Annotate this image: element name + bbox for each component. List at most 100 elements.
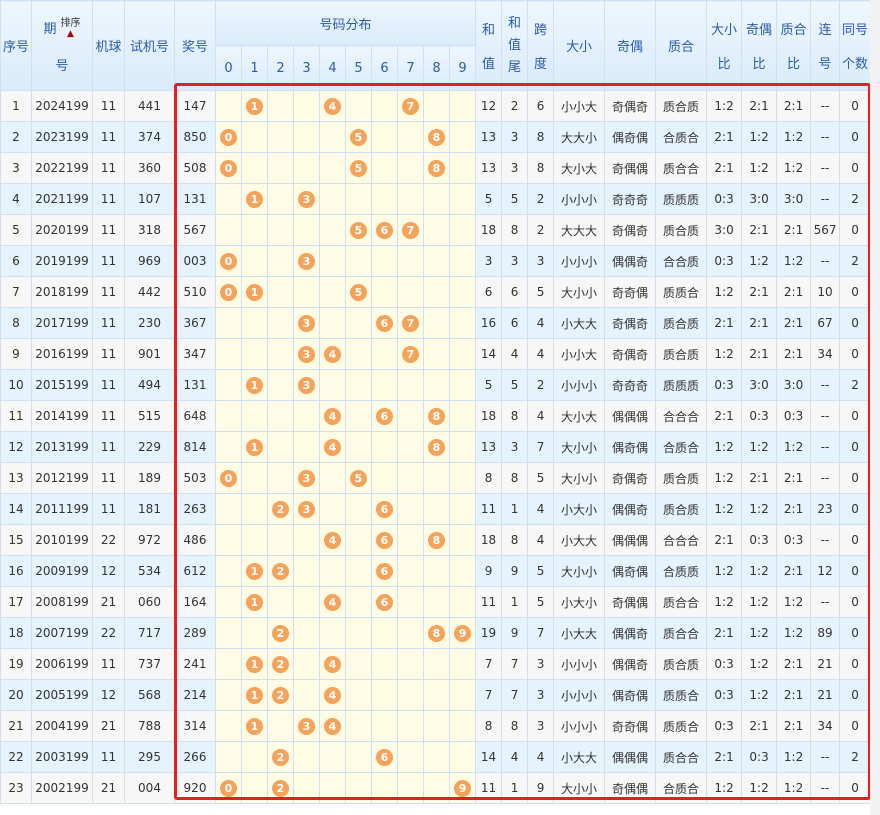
cell-odd-even-ratio: 2:1 — [741, 338, 778, 370]
header-winning-number: 奖号 — [174, 0, 216, 91]
header-digit-5: 5 — [345, 45, 372, 91]
distribution-cell — [293, 772, 320, 804]
cell-consecutive: 21 — [810, 679, 841, 711]
cell-span: 7 — [527, 617, 555, 649]
table-row: 3 2022199 11 360 508 0 5 8 13 3 8 大小大 奇偶偶 质合合 2:1 1:2 1:… — [0, 152, 872, 184]
number-ball: 6 — [376, 221, 393, 239]
distribution-cell — [371, 431, 398, 463]
distribution-cell — [371, 772, 398, 804]
number-ball: 2 — [272, 562, 289, 580]
distribution-cell — [319, 772, 346, 804]
sort-button[interactable]: 排序 ▲ — [61, 18, 81, 40]
cell-big-small-ratio: 1:2 — [706, 462, 743, 494]
distribution-cell — [241, 462, 268, 494]
distribution-cell — [319, 276, 346, 308]
table-row: 13 2012199 11 189 503 0 3 5 8 8 5 大小小 奇偶奇 质合质 1:2 2:1 2:… — [0, 462, 872, 494]
table-row: 8 2017199 11 230 367 3 6 7 16 6 4 小大大 奇偶奇 质合质 2:1 2:1 2:… — [0, 307, 872, 339]
cell-test-number: 901 — [124, 338, 175, 370]
cell-consecutive: -- — [810, 245, 841, 277]
distribution-cell — [423, 276, 450, 308]
cell-same-count: 0 — [839, 679, 872, 711]
distribution-cell — [293, 648, 320, 680]
header-digit-7: 7 — [397, 45, 424, 91]
number-ball: 6 — [376, 407, 393, 425]
cell-sum: 9 — [475, 555, 503, 587]
header-period-label-2: 号 — [55, 58, 69, 74]
number-ball: 6 — [376, 748, 393, 766]
cell-sum: 13 — [475, 431, 503, 463]
cell-prime-composite: 质合质 — [655, 307, 708, 339]
cell-sum: 8 — [475, 462, 503, 494]
cell-machine-ball: 11 — [92, 648, 125, 680]
cell-same-count: 0 — [839, 214, 872, 246]
distribution-cell — [267, 307, 294, 339]
distribution-cell — [371, 183, 398, 215]
cell-prime-composite: 质合合 — [655, 617, 708, 649]
cell-index: 8 — [0, 307, 32, 339]
cell-consecutive: -- — [810, 586, 841, 618]
distribution-cell — [371, 648, 398, 680]
distribution-cell — [319, 741, 346, 773]
cell-odd-even-ratio: 2:1 — [741, 462, 778, 494]
cell-sum: 13 — [475, 121, 503, 153]
cell-sum-tail: 7 — [501, 648, 529, 680]
distribution-cell: 6 — [371, 586, 398, 618]
distribution-cell — [319, 121, 346, 153]
cell-prime-ratio: 1:2 — [776, 245, 812, 277]
cell-big-small-ratio: 1:2 — [706, 493, 743, 525]
cell-test-number: 534 — [124, 555, 175, 587]
distribution-cell — [241, 121, 268, 153]
cell-winning-number: 612 — [174, 555, 216, 587]
cell-sum: 8 — [475, 710, 503, 742]
cell-big-small: 小小小 — [553, 648, 606, 680]
cell-same-count: 0 — [839, 586, 872, 618]
distribution-cell — [319, 152, 346, 184]
cell-consecutive: 10 — [810, 276, 841, 308]
number-ball: 3 — [298, 469, 315, 487]
distribution-cell: 5 — [345, 276, 372, 308]
cell-test-number: 737 — [124, 648, 175, 680]
distribution-cell — [397, 245, 424, 277]
distribution-cell — [448, 741, 477, 773]
number-ball: 8 — [428, 128, 445, 146]
header-period[interactable]: 期排序 ▲ 号 — [31, 0, 93, 91]
distribution-cell — [397, 462, 424, 494]
cell-span: 5 — [527, 586, 555, 618]
cell-winning-number: 266 — [174, 741, 216, 773]
table-row: 21 2004199 21 788 314 1 3 4 8 8 3 小小小 奇奇偶 质质合 0:3 2:1 2:… — [0, 710, 872, 742]
cell-big-small-ratio: 3:0 — [706, 214, 743, 246]
number-ball: 4 — [324, 438, 341, 456]
number-ball: 0 — [220, 283, 237, 301]
distribution-cell: 1 — [241, 586, 268, 618]
cell-big-small-ratio: 1:2 — [706, 276, 743, 308]
cell-machine-ball: 11 — [92, 307, 125, 339]
distribution-cell — [448, 648, 477, 680]
cell-odd-even: 奇偶奇 — [604, 338, 657, 370]
cell-test-number: 189 — [124, 462, 175, 494]
cell-consecutive: -- — [810, 524, 841, 556]
distribution-cell — [397, 276, 424, 308]
cell-winning-number: 814 — [174, 431, 216, 463]
cell-prime-composite: 质合质 — [655, 462, 708, 494]
cell-consecutive: -- — [810, 90, 841, 122]
cell-index: 20 — [0, 679, 32, 711]
cell-test-number: 360 — [124, 152, 175, 184]
scrollbar[interactable] — [870, 0, 880, 815]
cell-big-small-ratio: 2:1 — [706, 307, 743, 339]
cell-machine-ball: 22 — [92, 617, 125, 649]
cell-odd-even: 偶偶奇 — [604, 617, 657, 649]
distribution-cell — [371, 121, 398, 153]
cell-prime-composite: 质质质 — [655, 183, 708, 215]
cell-prime-ratio: 2:1 — [776, 276, 812, 308]
cell-span: 5 — [527, 555, 555, 587]
distribution-cell — [448, 214, 477, 246]
header-index: 序号 — [0, 0, 32, 91]
cell-consecutive: 89 — [810, 617, 841, 649]
number-ball: 1 — [246, 593, 263, 611]
cell-sum-tail: 4 — [501, 338, 529, 370]
cell-winning-number: 289 — [174, 617, 216, 649]
number-ball: 4 — [324, 593, 341, 611]
cell-winning-number: 263 — [174, 493, 216, 525]
cell-same-count: 0 — [839, 462, 872, 494]
number-ball: 3 — [298, 376, 315, 394]
